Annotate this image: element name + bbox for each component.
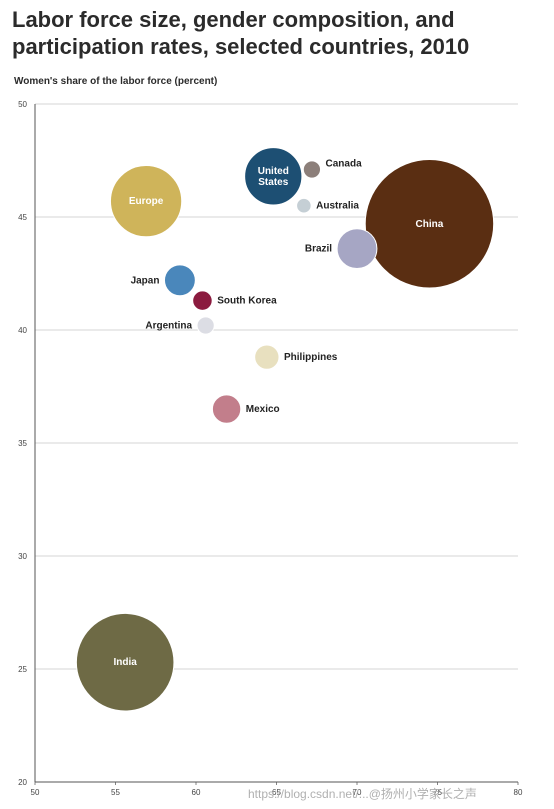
bubble-label-china: China	[416, 219, 444, 230]
bubble-label-south-korea: South Korea	[217, 296, 277, 307]
bubble-canada	[302, 160, 322, 179]
axes	[34, 104, 519, 785]
x-tick-label: 70	[353, 788, 362, 797]
bubble-australia	[296, 197, 312, 214]
watermark: https://blog.csdn.net/...@扬州小学家长之声	[248, 787, 477, 801]
y-tick-labels: 20 25 30 35 40 45 50	[18, 100, 27, 787]
y-axis-label: Women's share of the labor force (percen…	[14, 76, 218, 87]
y-tick-label: 30	[18, 552, 27, 561]
bubble-label-europe: Europe	[129, 196, 164, 207]
x-tick-label: 65	[272, 788, 281, 797]
bubble-philippines	[254, 344, 280, 370]
x-tick-label: 55	[111, 788, 120, 797]
bubble-china	[364, 159, 495, 289]
bubble-label-mexico: Mexico	[246, 404, 280, 415]
bubble-label-argentina: Argentina	[145, 320, 192, 331]
bubble-united-states	[244, 147, 303, 206]
y-tick-label: 50	[18, 100, 27, 109]
bubble-india	[75, 612, 175, 712]
bubble-label-india: India	[113, 657, 137, 668]
bubble-label-japan: Japan	[131, 275, 160, 286]
bubble-argentina	[196, 316, 215, 335]
x-tick-label: 50	[31, 788, 40, 797]
bubble-labels: China India Europe United States Brazil Japan M…	[113, 159, 443, 669]
y-tick-label: 40	[18, 326, 27, 335]
x-tick-label: 80	[514, 788, 523, 797]
bubble-europe	[109, 165, 183, 238]
x-tick-label: 60	[192, 788, 201, 797]
bubble-label-australia: Australia	[316, 201, 359, 212]
bubble-label-philippines: Philippines	[284, 352, 338, 363]
x-tick-label: 75	[433, 788, 442, 797]
bubble-mexico	[211, 394, 242, 424]
y-tick-label: 20	[18, 778, 27, 787]
bubble-south-korea	[192, 290, 213, 311]
y-tick-label: 25	[18, 665, 27, 674]
bubble-brazil	[336, 228, 378, 270]
bubble-japan	[163, 264, 196, 297]
y-tick-label: 35	[18, 439, 27, 448]
y-tick-label: 45	[18, 213, 27, 222]
bubble-label-brazil: Brazil	[305, 244, 332, 255]
x-tick-labels: 50 55 60 65 70 75 80	[31, 788, 523, 797]
bubbles	[75, 147, 495, 712]
bubble-label-united-states: United States	[258, 166, 289, 188]
chart-title: Labor force size, gender composition, an…	[12, 7, 470, 59]
bubble-label-canada: Canada	[326, 159, 363, 170]
